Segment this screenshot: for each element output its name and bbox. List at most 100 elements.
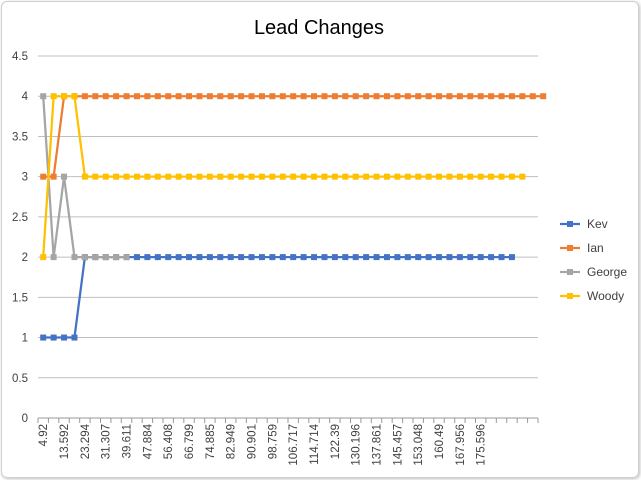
data-point bbox=[415, 173, 422, 180]
data-point bbox=[50, 173, 57, 180]
data-point bbox=[331, 93, 338, 100]
data-point bbox=[363, 254, 370, 261]
data-point bbox=[477, 173, 484, 180]
data-point bbox=[508, 93, 515, 100]
data-point bbox=[436, 173, 443, 180]
legend-label: Woody bbox=[587, 289, 624, 303]
data-point bbox=[206, 93, 213, 100]
x-tick-label: 114.714 bbox=[309, 423, 321, 464]
y-tick-label: 0 bbox=[22, 413, 28, 425]
data-point bbox=[154, 254, 161, 261]
data-point bbox=[227, 254, 234, 261]
legend-label: Kev bbox=[587, 217, 608, 231]
data-point bbox=[373, 93, 380, 100]
data-point bbox=[40, 93, 47, 100]
y-tick-label: 0.5 bbox=[12, 373, 28, 385]
x-tick-label: 39.611 bbox=[122, 424, 134, 458]
data-point bbox=[206, 254, 213, 261]
data-point bbox=[363, 173, 370, 180]
data-point bbox=[352, 254, 359, 261]
data-point bbox=[248, 254, 255, 261]
data-point bbox=[446, 173, 453, 180]
data-point bbox=[321, 254, 328, 261]
data-point bbox=[342, 173, 349, 180]
data-point bbox=[92, 93, 99, 100]
data-point bbox=[227, 173, 234, 180]
x-tick-label: 23.294 bbox=[80, 423, 92, 459]
legend: Kev Ian George Woody bbox=[560, 217, 627, 303]
data-point bbox=[248, 173, 255, 180]
data-point bbox=[477, 254, 484, 261]
data-point bbox=[154, 93, 161, 100]
data-point bbox=[311, 93, 318, 100]
data-point bbox=[196, 254, 203, 261]
data-point bbox=[425, 254, 432, 261]
series-george bbox=[40, 93, 130, 261]
data-point bbox=[175, 173, 182, 180]
data-point bbox=[519, 173, 526, 180]
data-point bbox=[238, 254, 245, 261]
data-point bbox=[269, 254, 276, 261]
data-point bbox=[175, 254, 182, 261]
data-point bbox=[425, 173, 432, 180]
data-point bbox=[436, 254, 443, 261]
data-point bbox=[383, 173, 390, 180]
data-point bbox=[467, 173, 474, 180]
data-point bbox=[186, 254, 193, 261]
data-point bbox=[144, 254, 151, 261]
data-point bbox=[415, 254, 422, 261]
data-point bbox=[144, 173, 151, 180]
data-point bbox=[290, 93, 297, 100]
data-point bbox=[217, 254, 224, 261]
legend-label: Ian bbox=[587, 241, 604, 255]
data-point bbox=[133, 254, 140, 261]
data-point bbox=[186, 93, 193, 100]
data-point bbox=[81, 173, 88, 180]
data-point bbox=[321, 93, 328, 100]
data-point bbox=[279, 93, 286, 100]
series-woody bbox=[40, 93, 526, 261]
data-point bbox=[71, 93, 78, 100]
data-point bbox=[508, 254, 515, 261]
data-point bbox=[290, 254, 297, 261]
x-tick-label: 13.592 bbox=[59, 424, 71, 459]
y-tick-label: 1 bbox=[22, 333, 28, 345]
y-tick-label: 4.5 bbox=[12, 51, 28, 63]
data-point bbox=[467, 254, 474, 261]
data-point bbox=[61, 334, 68, 341]
data-point bbox=[279, 173, 286, 180]
data-point bbox=[92, 173, 99, 180]
data-point bbox=[383, 254, 390, 261]
data-point bbox=[71, 254, 78, 261]
x-tick-label: 175.596 bbox=[476, 424, 488, 466]
data-point bbox=[40, 173, 47, 180]
data-point bbox=[446, 93, 453, 100]
data-point bbox=[102, 254, 109, 261]
data-point bbox=[217, 173, 224, 180]
data-point bbox=[186, 173, 193, 180]
series-ian bbox=[40, 93, 547, 180]
x-tick-label: 56.408 bbox=[163, 424, 175, 459]
data-point bbox=[40, 254, 47, 261]
x-tick-label: 145.457 bbox=[392, 424, 404, 466]
y-tick-label: 3.5 bbox=[12, 131, 28, 143]
y-tick-label: 3 bbox=[22, 172, 28, 184]
data-point bbox=[342, 254, 349, 261]
data-point bbox=[488, 254, 495, 261]
data-point bbox=[311, 173, 318, 180]
data-point bbox=[373, 254, 380, 261]
data-point bbox=[269, 173, 276, 180]
data-point bbox=[331, 173, 338, 180]
x-tick-label: 4.92 bbox=[38, 424, 50, 446]
data-point bbox=[352, 173, 359, 180]
data-point bbox=[321, 173, 328, 180]
y-tick-label: 1.5 bbox=[12, 292, 28, 304]
data-point bbox=[113, 254, 120, 261]
data-point bbox=[165, 173, 172, 180]
legend-swatch-marker bbox=[567, 221, 573, 227]
data-point bbox=[165, 93, 172, 100]
data-point bbox=[498, 93, 505, 100]
x-tick-label: 82.949 bbox=[226, 424, 238, 459]
chart-title: Lead Changes bbox=[254, 17, 384, 39]
